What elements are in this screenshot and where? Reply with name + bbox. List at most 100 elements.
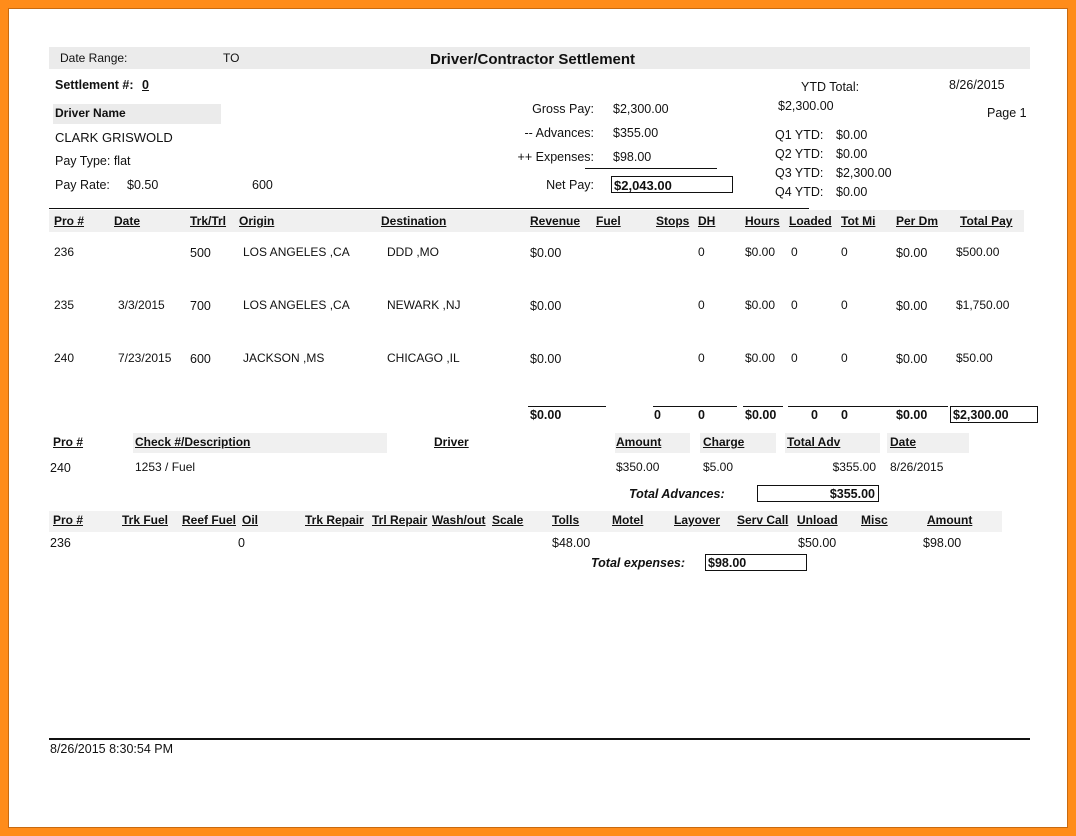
cell-hours: $0.00: [745, 351, 776, 365]
expenses-label: ++ Expenses:: [517, 150, 594, 164]
footer-timestamp: 8/26/2015 8:30:54 PM: [50, 742, 174, 756]
q2-label: Q2 YTD:: [775, 147, 824, 161]
q1-label: Q1 YTD:: [775, 128, 824, 142]
q2-value: $0.00: [836, 147, 868, 161]
cell-loaded: 0: [791, 298, 798, 312]
cell-loaded: 0: [791, 351, 798, 365]
total-pay-box: [950, 406, 1038, 423]
adv-th-amount: Amount: [616, 435, 662, 449]
adv-th-driver: Driver: [434, 435, 469, 449]
gross-pay-label: Gross Pay:: [532, 102, 594, 116]
total-advances-value: $355.00: [829, 487, 875, 501]
cell-pro: 240: [54, 351, 75, 365]
exp-th-scale: Scale: [492, 513, 524, 527]
exp-th-tolls: Tolls: [552, 513, 580, 527]
cell-date: 3/3/2015: [118, 298, 165, 312]
cell-origin: LOS ANGELES ,CA: [243, 298, 350, 312]
cell-dh: 0: [698, 351, 705, 365]
adv-charge-band: [700, 433, 776, 453]
q3-value: $2,300.00: [836, 166, 892, 180]
cell-tot-mi: 0: [841, 298, 848, 312]
adv-cell-charge: $5.00: [703, 460, 734, 474]
cell-tot-mi: 0: [841, 351, 848, 365]
ytd-value: $2,300.00: [778, 99, 834, 113]
driver-name-label-band: [53, 104, 221, 124]
cell-total-pay: $50.00: [956, 351, 993, 365]
pay-rate-extra: 600: [252, 178, 273, 192]
total-expenses-value: $98.00: [708, 556, 747, 570]
th-tot-mi: Tot Mi: [841, 214, 876, 228]
gross-pay-value: $2,300.00: [613, 102, 669, 116]
exp-th-unload: Unload: [797, 513, 838, 527]
exp-th-pro: Pro #: [53, 513, 84, 527]
cell-date: 7/23/2015: [118, 351, 172, 365]
total-hours: $0.00: [745, 408, 777, 422]
driver-name: CLARK GRISWOLD: [55, 130, 173, 145]
total-expenses-box: [705, 554, 807, 571]
report-title: Driver/Contractor Settlement: [430, 51, 636, 68]
net-pay-box: [611, 176, 733, 193]
cell-total-pay: $1,750.00: [956, 298, 1010, 312]
cell-hours: $0.00: [745, 245, 776, 259]
cell-revenue: $0.00: [530, 246, 562, 260]
date-range-label: Date Range:: [60, 51, 128, 65]
page-number: Page 1: [987, 106, 1027, 120]
th-hours: Hours: [745, 214, 780, 228]
th-origin: Origin: [239, 214, 275, 228]
cell-origin: LOS ANGELES ,CA: [243, 245, 350, 259]
total-rule-miles: [788, 406, 948, 407]
exp-cell-unload: $50.00: [798, 536, 837, 550]
exp-cell-amount: $98.00: [923, 536, 962, 550]
exp-th-layover: Layover: [674, 513, 721, 527]
total-rule-hours: [743, 406, 783, 407]
th-date: Date: [114, 214, 141, 228]
cell-origin: JACKSON ,MS: [243, 351, 325, 365]
q4-value: $0.00: [836, 185, 868, 199]
total-per-dm: $0.00: [896, 408, 928, 422]
cell-pro: 236: [54, 245, 75, 259]
total-tot-mi: 0: [841, 408, 848, 422]
exp-th-amount: Amount: [927, 513, 973, 527]
footer-rule: [49, 738, 1030, 740]
cell-trk: 600: [190, 352, 211, 366]
cell-tot-mi: 0: [841, 245, 848, 259]
expenses-value: $98.00: [613, 150, 652, 164]
exp-th-motel: Motel: [612, 513, 644, 527]
adv-cell-amount: $350.00: [616, 460, 660, 474]
cell-trk: 700: [190, 299, 211, 313]
exp-header-band: [49, 511, 1002, 532]
adv-desc-band: [133, 433, 387, 453]
cell-dh: 0: [698, 245, 705, 259]
exp-th-washout: Wash/out: [432, 513, 486, 527]
total-stops: 0: [654, 408, 661, 422]
adv-date-band: [887, 433, 969, 453]
th-loaded: Loaded: [789, 214, 832, 228]
total-pay: $2,300.00: [953, 408, 1009, 422]
net-pay-label: Net Pay:: [546, 178, 594, 192]
exp-cell-oil: 0: [238, 536, 245, 550]
th-revenue: Revenue: [530, 214, 581, 228]
cell-revenue: $0.00: [530, 299, 562, 313]
total-revenue: $0.00: [530, 408, 562, 422]
th-trk-trl: Trk/Trl: [190, 214, 227, 228]
th-stops: Stops: [656, 214, 690, 228]
cell-destination: NEWARK ,NJ: [387, 298, 461, 312]
settlement-label: Settlement #:: [55, 78, 134, 92]
adv-th-desc: Check #/Description: [135, 435, 251, 449]
advances-value: $355.00: [613, 126, 659, 140]
adv-th-total: Total Adv: [787, 435, 841, 449]
pay-type: Pay Type: flat: [55, 154, 131, 168]
to-label: TO: [223, 51, 240, 65]
driver-name-label: Driver Name: [55, 106, 126, 120]
cell-loaded: 0: [791, 245, 798, 259]
cell-destination: DDD ,MO: [387, 245, 439, 259]
total-advances-box: [757, 485, 879, 502]
adv-th-charge: Charge: [703, 435, 745, 449]
th-dh: DH: [698, 214, 716, 228]
exp-th-reef-fuel: Reef Fuel: [182, 513, 237, 527]
adv-total-band: [785, 433, 880, 453]
th-destination: Destination: [381, 214, 447, 228]
adv-th-pro: Pro #: [53, 435, 84, 449]
total-dh: 0: [698, 408, 705, 422]
adv-cell-desc: 1253 / Fuel: [135, 460, 196, 474]
